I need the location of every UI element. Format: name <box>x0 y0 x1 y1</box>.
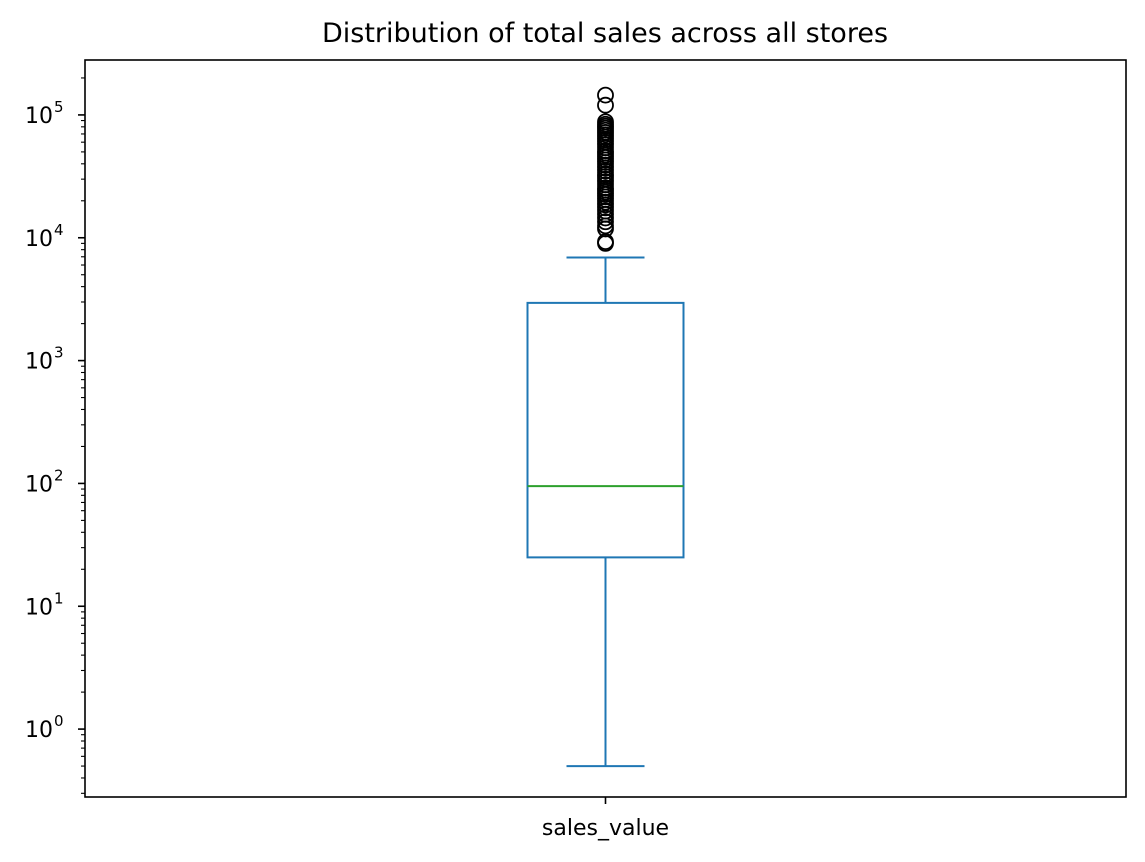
y-tick-label: 10 <box>25 472 53 497</box>
outlier-point <box>597 86 614 104</box>
y-tick-label-base: 10 <box>25 472 53 497</box>
iqr-box <box>526 301 685 559</box>
outlier-point <box>597 213 614 231</box>
y-tick-label-exponent: 5 <box>54 98 64 116</box>
outlier-point <box>597 113 614 131</box>
x-tick-label: sales_value <box>542 816 669 841</box>
y-tick-label-exponent: 3 <box>54 344 64 362</box>
y-tick-label-exponent: 1 <box>54 589 64 607</box>
y-tick-label-exponent: 4 <box>54 221 64 239</box>
plot-area-frame <box>84 59 1127 798</box>
y-tick-label: 10 <box>25 227 53 252</box>
x-axis: sales_value <box>542 797 669 841</box>
outlier-point <box>597 96 614 114</box>
y-tick-label-base: 10 <box>25 718 53 743</box>
box-sales_value <box>526 86 685 768</box>
box-series <box>526 86 685 768</box>
y-tick-label: 10 <box>25 104 53 129</box>
y-tick-label: 10 <box>25 718 53 743</box>
y-tick-label: 10 <box>25 350 53 375</box>
y-tick-label-base: 10 <box>25 350 53 375</box>
y-tick-label-base: 10 <box>25 595 53 620</box>
y-tick-label-base: 10 <box>25 227 53 252</box>
y-tick-label-base: 10 <box>25 104 53 129</box>
y-tick-label: 10 <box>25 595 53 620</box>
y-tick-label-exponent: 0 <box>54 712 64 730</box>
y-tick-label-exponent: 2 <box>54 466 64 484</box>
chart-title: Distribution of total sales across all s… <box>322 18 888 49</box>
